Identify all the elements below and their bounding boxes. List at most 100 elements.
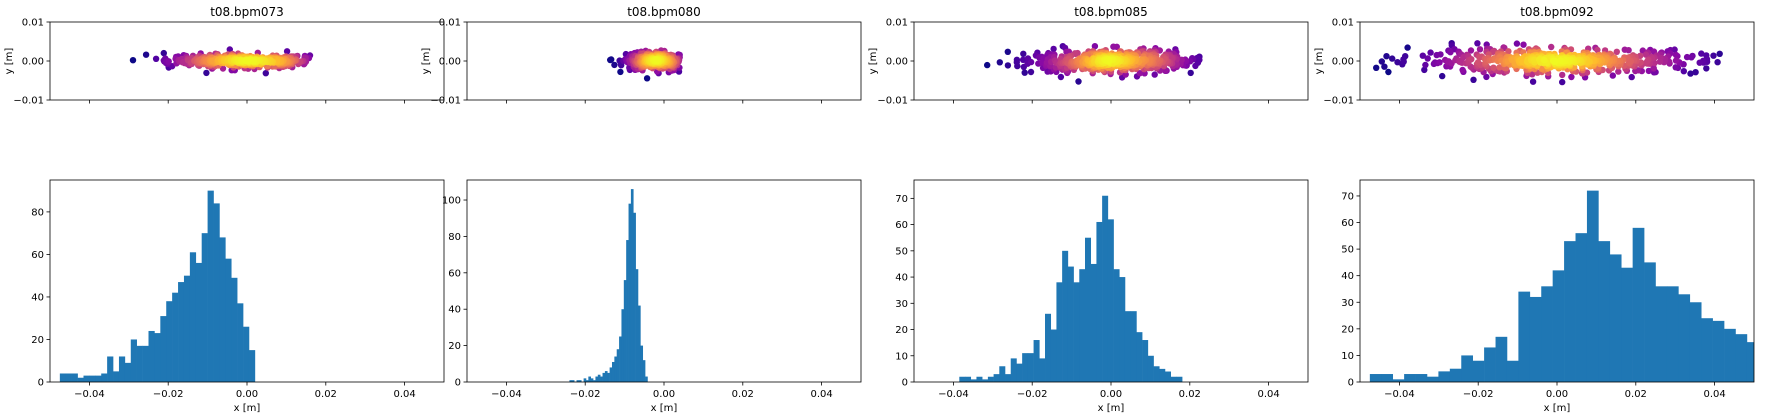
histogram-bar: [201, 233, 208, 382]
scatter-point: [1644, 57, 1651, 65]
histogram-bar: [71, 373, 78, 382]
x-axis-label: x [m]: [1544, 403, 1571, 414]
scatter-panel-4: −0.01 0.00 0.01 t08.bpm092 y [m]: [1314, 5, 1755, 107]
histogram-bar: [1678, 294, 1691, 382]
scatter-point: [245, 57, 252, 64]
scatter-point: [611, 61, 618, 69]
histogram-bar: [65, 373, 72, 382]
histogram-bar: [1392, 379, 1405, 382]
scatter-point: [1557, 57, 1564, 64]
y-tick-label: 20: [895, 325, 908, 336]
scatter-point: [1439, 72, 1446, 80]
panel-title: t08.bpm092: [1520, 5, 1594, 19]
histogram-bar: [970, 379, 977, 382]
histogram-bar: [630, 189, 634, 382]
histogram-bar: [578, 380, 582, 382]
histogram-bar: [1022, 353, 1029, 382]
histogram-bar: [604, 371, 608, 382]
scatter-point: [652, 56, 660, 64]
scatter-point: [1027, 58, 1035, 66]
histogram-bar: [1079, 269, 1086, 382]
histogram-bar: [1746, 342, 1754, 382]
histogram-bar: [1655, 286, 1668, 382]
histogram-bar: [1119, 277, 1126, 382]
scatter-point: [1437, 51, 1444, 58]
histogram-bar: [1758, 353, 1770, 382]
histogram-bar: [569, 380, 573, 382]
y-tick-label: 70: [1341, 191, 1354, 202]
scatter-point: [1615, 68, 1622, 75]
y-tick-label: −0.01: [13, 96, 44, 107]
scatter-point: [1687, 70, 1694, 77]
y-tick-label: 0: [455, 378, 461, 389]
histogram-bar: [1404, 374, 1416, 382]
y-tick-label: 20: [448, 341, 461, 352]
histogram-bar: [1016, 363, 1023, 382]
histogram-bar: [593, 380, 596, 382]
y-tick-label: 40: [448, 305, 461, 316]
scatter-point: [1698, 50, 1705, 57]
x-tick-label: 0.02: [732, 389, 754, 400]
x-tick-label: −0.02: [1463, 389, 1494, 400]
scatter-point: [1645, 67, 1653, 75]
histogram-bar: [1113, 269, 1120, 382]
histogram-bar: [77, 377, 84, 382]
histogram-bar: [590, 378, 594, 382]
histogram-bar: [583, 378, 587, 382]
histogram-bar: [1529, 296, 1542, 382]
histogram-bar: [1426, 376, 1439, 382]
histogram-bar: [83, 375, 90, 382]
scatter-point: [1421, 66, 1428, 74]
histogram-bar: [1090, 263, 1097, 382]
y-tick-label: 10: [1341, 351, 1354, 362]
x-axis-label: x [m]: [1098, 403, 1125, 414]
histogram-bar: [1609, 254, 1622, 382]
histogram-bar: [142, 345, 149, 382]
histogram-bar: [597, 374, 601, 382]
histogram-bar: [1056, 282, 1063, 382]
scatter-point: [1656, 58, 1664, 65]
y-tick-label: 0: [38, 378, 44, 389]
y-tick-label: 100: [442, 196, 461, 207]
scatter-point: [283, 48, 291, 55]
scatter-point: [1483, 73, 1490, 81]
histogram-bar: [1073, 282, 1080, 382]
scatter-points: [984, 43, 1203, 85]
histogram-bar: [1495, 336, 1508, 382]
scatter-point: [984, 61, 991, 69]
scatter-point: [1021, 69, 1028, 76]
y-tick-label: 20: [31, 335, 44, 346]
scatter-point: [1427, 49, 1434, 56]
histogram-bar: [136, 345, 143, 382]
scatter-point: [1050, 45, 1057, 53]
scatter-point: [1680, 68, 1688, 75]
y-tick-label: 80: [448, 232, 461, 243]
y-tick-label: 60: [448, 268, 461, 279]
histogram-bar: [1147, 355, 1154, 382]
scatter-point: [1151, 71, 1158, 78]
panel-title: t08.bpm080: [627, 5, 701, 19]
histogram-bar: [183, 275, 191, 382]
x-tick-label: 0.04: [1703, 389, 1725, 400]
scatter-point: [1004, 62, 1012, 69]
histogram-bar: [607, 372, 610, 382]
x-tick-label: −0.04: [1384, 389, 1415, 400]
histogram-bar: [1381, 374, 1394, 382]
scatter-point: [1468, 56, 1475, 63]
histogram-bar: [614, 356, 618, 382]
scatter-point: [1106, 57, 1113, 64]
histogram-bar: [609, 367, 613, 382]
scatter-point: [1628, 73, 1635, 81]
histogram-bar: [1575, 233, 1588, 382]
y-tick-label: 50: [1341, 245, 1354, 256]
histogram-bar: [1067, 266, 1074, 382]
x-tick-label: −0.04: [491, 389, 522, 400]
histogram-bar: [1506, 360, 1519, 382]
scatter-point: [1075, 78, 1082, 85]
histogram-bar: [1632, 227, 1645, 382]
x-tick-label: 0.04: [810, 389, 832, 400]
scatter-point: [1559, 71, 1566, 79]
scatter-point: [1004, 48, 1011, 55]
scatter-point: [1531, 56, 1538, 63]
scatter-point: [1178, 56, 1185, 63]
